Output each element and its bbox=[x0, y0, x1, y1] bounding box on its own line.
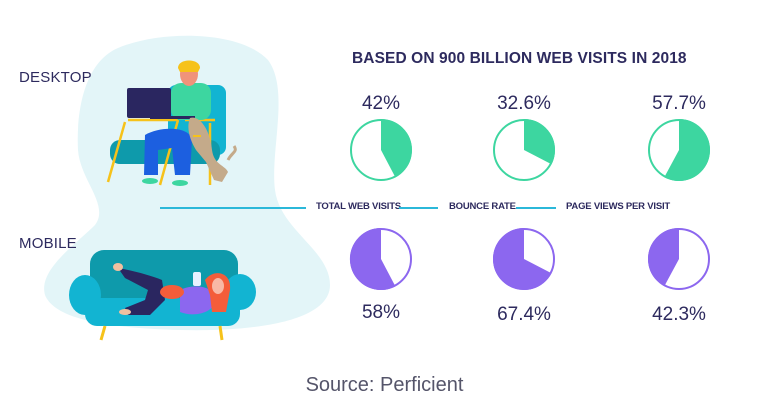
mobile-page-views-pie bbox=[647, 228, 710, 290]
mobile-row-label: MOBILE bbox=[19, 235, 77, 252]
chart-title: BASED ON 900 BILLION WEB VISITS IN 2018 bbox=[352, 50, 687, 67]
desktop-person-illustration bbox=[106, 60, 237, 186]
desktop-bounce-rate-value: 32.6% bbox=[497, 93, 551, 114]
desktop-total-web-visits-value: 42% bbox=[361, 93, 401, 114]
desktop-page-views-pie bbox=[648, 119, 710, 181]
metric-label-total-web-visits: TOTAL WEB VISITS bbox=[316, 201, 401, 212]
desktop-page-views-value: 57.7% bbox=[652, 93, 706, 114]
mobile-bounce-rate-pie bbox=[492, 228, 555, 290]
desktop-bounce-rate-pie bbox=[493, 119, 555, 181]
desktop-row-label: DESKTOP bbox=[19, 69, 92, 86]
divider-line bbox=[516, 207, 556, 209]
source-caption: Source: Perficient bbox=[305, 374, 464, 396]
mobile-total-web-visits-pie bbox=[349, 227, 412, 290]
divider-line bbox=[399, 207, 438, 209]
mobile-total-web-visits-value: 58% bbox=[361, 302, 401, 323]
mobile-page-views-value: 42.3% bbox=[652, 304, 706, 325]
desktop-total-web-visits-pie bbox=[350, 119, 412, 181]
mobile-bounce-rate-value: 67.4% bbox=[497, 304, 551, 325]
divider-line-left bbox=[160, 207, 306, 209]
metric-label-bounce-rate: BOUNCE RATE bbox=[449, 201, 516, 212]
mobile-person-illustration bbox=[69, 250, 256, 341]
metric-label-page-views-per-visit: PAGE VIEWS PER VISIT bbox=[566, 201, 671, 212]
